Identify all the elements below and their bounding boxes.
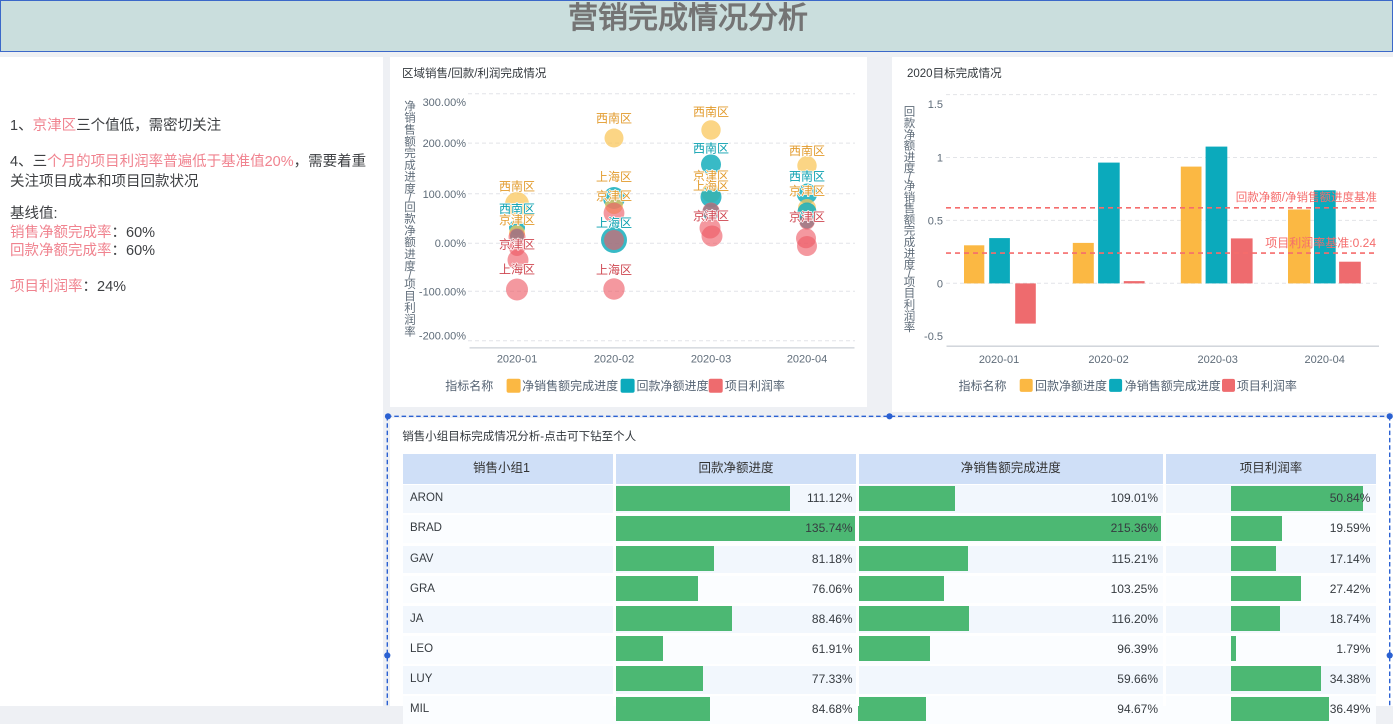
svg-text:度: 度 (404, 182, 416, 196)
svg-text:2020-03: 2020-03 (1198, 354, 1238, 366)
svg-text:2020-02: 2020-02 (594, 354, 634, 366)
svg-text:项目利润率基准:0.24: 项目利润率基准:0.24 (1265, 235, 1376, 250)
svg-text:0.00%: 0.00% (435, 238, 466, 250)
svg-text:完: 完 (404, 146, 416, 160)
svg-text:西南区: 西南区 (693, 104, 729, 119)
svg-text:京津区: 京津区 (499, 213, 535, 227)
svg-text:率: 率 (904, 320, 916, 334)
svg-text:西南区: 西南区 (596, 111, 632, 126)
svg-text:-0.5: -0.5 (924, 331, 943, 343)
svg-text:净: 净 (404, 223, 416, 237)
svg-text:上海区: 上海区 (596, 262, 632, 277)
svg-text:京津区: 京津区 (499, 238, 535, 252)
svg-text:回: 回 (904, 106, 916, 119)
svg-text:项: 项 (404, 278, 416, 291)
svg-text:西南区: 西南区 (693, 141, 729, 156)
svg-text:目: 目 (904, 288, 916, 300)
svg-text:净销售额完成进度: 净销售额完成进度 (522, 378, 618, 393)
svg-text:率: 率 (404, 324, 416, 338)
svg-text:进: 进 (404, 248, 416, 261)
svg-text:100.00%: 100.00% (423, 189, 467, 201)
svg-text:1.5: 1.5 (928, 99, 943, 111)
svg-text:度: 度 (904, 161, 916, 175)
svg-text:售: 售 (404, 123, 416, 137)
svg-text:度: 度 (904, 258, 916, 272)
svg-text:利: 利 (404, 302, 416, 315)
svg-text:销: 销 (904, 190, 916, 204)
svg-text:完: 完 (904, 224, 916, 238)
svg-text:指标名称: 指标名称 (959, 378, 1007, 393)
svg-text:西南区: 西南区 (499, 179, 535, 194)
svg-text:京津区: 京津区 (789, 210, 825, 224)
svg-text:/: / (408, 193, 412, 205)
svg-text:成: 成 (904, 236, 916, 249)
svg-text:2020-01: 2020-01 (497, 354, 537, 366)
svg-text:净销售额完成进度: 净销售额完成进度 (1125, 378, 1221, 393)
svg-text:进: 进 (904, 247, 916, 260)
svg-text:上海区: 上海区 (596, 215, 632, 230)
svg-text:-200.00%: -200.00% (419, 331, 466, 343)
svg-text:回: 回 (404, 201, 416, 214)
svg-text:销: 销 (404, 111, 416, 125)
svg-text:上海区: 上海区 (596, 169, 632, 184)
svg-text:额: 额 (904, 213, 916, 226)
svg-text:200.00%: 200.00% (423, 138, 467, 150)
svg-text:额: 额 (404, 236, 416, 249)
svg-text:目: 目 (404, 291, 416, 303)
svg-text:京津区: 京津区 (693, 169, 729, 183)
svg-text:成: 成 (404, 159, 416, 172)
svg-text:项: 项 (904, 276, 916, 289)
svg-text:/: / (908, 268, 912, 280)
svg-text:上海区: 上海区 (693, 178, 729, 193)
svg-text:润: 润 (904, 309, 916, 323)
svg-text:回款净额/净销售额进度基准: 回款净额/净销售额进度基准 (1236, 190, 1377, 204)
svg-text:2020-02: 2020-02 (1088, 354, 1128, 366)
svg-text:项目利润率: 项目利润率 (725, 378, 785, 393)
svg-text:售: 售 (904, 201, 916, 215)
svg-text:2020-03: 2020-03 (691, 354, 731, 366)
svg-text:京津区: 京津区 (693, 209, 729, 223)
svg-text:0.5: 0.5 (928, 215, 943, 227)
svg-text:回款净额进度: 回款净额进度 (1035, 378, 1107, 393)
svg-text:项目利润率: 项目利润率 (1237, 378, 1297, 393)
svg-text:2020目标完成情况: 2020目标完成情况 (907, 66, 1002, 80)
svg-text:/: / (408, 270, 412, 282)
svg-text:2020-01: 2020-01 (979, 354, 1019, 366)
svg-text:-100.00%: -100.00% (419, 286, 466, 298)
svg-text:京津区: 京津区 (789, 184, 825, 198)
svg-text:额: 额 (404, 135, 416, 148)
svg-text:区域销售/回款/利润完成情况: 区域销售/回款/利润完成情况 (402, 66, 547, 80)
svg-text:/: / (908, 172, 912, 184)
svg-text:回款净额进度: 回款净额进度 (637, 378, 709, 393)
svg-text:净: 净 (904, 179, 916, 193)
svg-text:京津区: 京津区 (596, 189, 632, 203)
svg-text:西南区: 西南区 (789, 169, 825, 184)
svg-text:300.00%: 300.00% (423, 97, 467, 109)
svg-text:上海区: 上海区 (499, 262, 535, 277)
svg-text:0: 0 (937, 278, 943, 290)
svg-text:额: 额 (904, 140, 916, 153)
svg-text:款: 款 (904, 116, 916, 130)
svg-text:1: 1 (937, 153, 943, 165)
svg-text:度: 度 (404, 259, 416, 273)
svg-text:指标名称: 指标名称 (445, 378, 493, 393)
svg-text:西南区: 西南区 (789, 143, 825, 158)
svg-text:进: 进 (404, 171, 416, 184)
svg-text:2020-04: 2020-04 (1305, 354, 1345, 366)
svg-text:利: 利 (904, 299, 916, 312)
svg-text:2020-04: 2020-04 (787, 354, 827, 366)
svg-text:款: 款 (404, 212, 416, 226)
svg-text:进: 进 (904, 151, 916, 164)
svg-text:西南区: 西南区 (499, 201, 535, 216)
svg-text:净: 净 (404, 99, 416, 113)
svg-text:净: 净 (904, 127, 916, 141)
svg-text:润: 润 (404, 313, 416, 327)
